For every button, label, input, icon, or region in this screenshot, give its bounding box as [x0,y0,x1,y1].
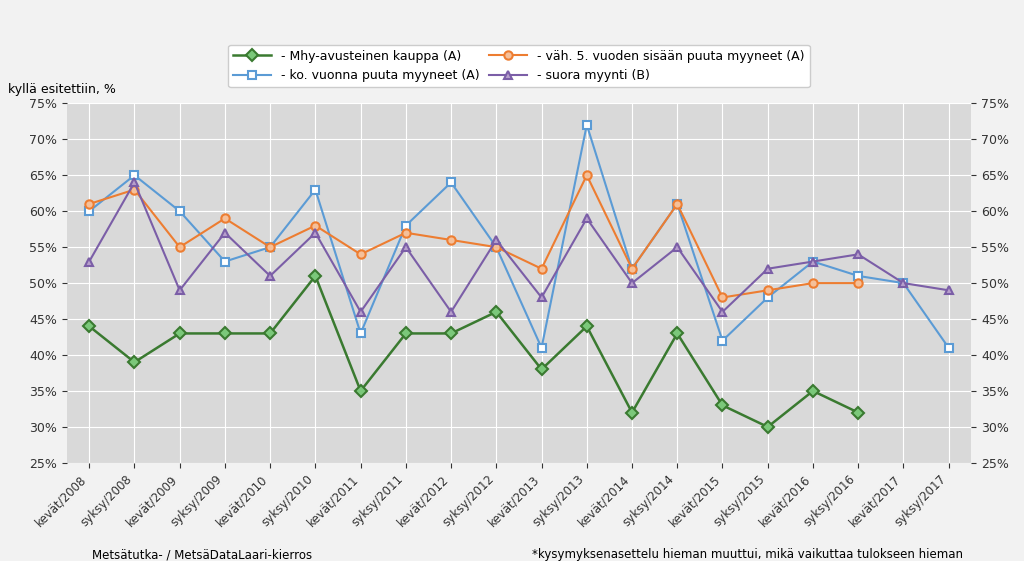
 - väh. 5. vuoden sisään puuta myyneet (A) [309,222,322,229]
Line:  - Mhy-avusteinen kauppa (A): - Mhy-avusteinen kauppa (A) [85,272,862,431]
 - suora myynti (B) [173,287,185,293]
 - väh. 5. vuoden sisään puuta myyneet (A) [536,265,548,272]
 - suora myynti (B) [852,251,864,257]
 - suora myynti (B) [490,237,503,243]
 - suora myynti (B) [581,215,593,222]
 - väh. 5. vuoden sisään puuta myyneet (A) [762,287,774,293]
 - suora myynti (B) [807,258,819,265]
 - ko. vuonna puuta myyneet (A) [399,222,412,229]
 - suora myynti (B) [897,280,909,287]
 - suora myynti (B) [83,258,95,265]
 - Mhy-avusteinen kauppa (A) [219,330,231,337]
 - suora myynti (B) [354,309,367,315]
 - Mhy-avusteinen kauppa (A) [762,424,774,430]
 - ko. vuonna puuta myyneet (A) [671,201,683,208]
 - Mhy-avusteinen kauppa (A) [309,273,322,279]
 - ko. vuonna puuta myyneet (A) [942,344,954,351]
 - väh. 5. vuoden sisään puuta myyneet (A) [264,244,276,251]
 - väh. 5. vuoden sisään puuta myyneet (A) [671,201,683,208]
 - ko. vuonna puuta myyneet (A) [581,122,593,128]
 - Mhy-avusteinen kauppa (A) [264,330,276,337]
 - suora myynti (B) [536,294,548,301]
Text: Metsätutka- / MetsäDataLaari-kierros: Metsätutka- / MetsäDataLaari-kierros [92,548,312,561]
 - suora myynti (B) [762,265,774,272]
 - Mhy-avusteinen kauppa (A) [354,388,367,394]
 - ko. vuonna puuta myyneet (A) [83,208,95,214]
Line:  - ko. vuonna puuta myyneet (A): - ko. vuonna puuta myyneet (A) [85,121,952,352]
 - ko. vuonna puuta myyneet (A) [354,330,367,337]
Legend:  - Mhy-avusteinen kauppa (A),  - ko. vuonna puuta myyneet (A),  - väh. 5. vuoden: - Mhy-avusteinen kauppa (A), - ko. vuonn… [228,45,810,87]
 - ko. vuonna puuta myyneet (A) [717,337,729,344]
 - ko. vuonna puuta myyneet (A) [762,294,774,301]
 - väh. 5. vuoden sisään puuta myyneet (A) [445,237,458,243]
 - Mhy-avusteinen kauppa (A) [399,330,412,337]
 - väh. 5. vuoden sisään puuta myyneet (A) [490,244,503,251]
 - väh. 5. vuoden sisään puuta myyneet (A) [219,215,231,222]
 - suora myynti (B) [942,287,954,293]
 - Mhy-avusteinen kauppa (A) [852,409,864,416]
 - ko. vuonna puuta myyneet (A) [897,280,909,287]
 - suora myynti (B) [671,244,683,251]
 - väh. 5. vuoden sisään puuta myyneet (A) [354,251,367,257]
 - väh. 5. vuoden sisään puuta myyneet (A) [399,229,412,236]
 - Mhy-avusteinen kauppa (A) [807,388,819,394]
 - suora myynti (B) [399,244,412,251]
 - Mhy-avusteinen kauppa (A) [445,330,458,337]
 - Mhy-avusteinen kauppa (A) [626,409,638,416]
 - Mhy-avusteinen kauppa (A) [173,330,185,337]
Line:  - suora myynti (B): - suora myynti (B) [85,178,952,316]
 - Mhy-avusteinen kauppa (A) [671,330,683,337]
 - ko. vuonna puuta myyneet (A) [626,265,638,272]
 - väh. 5. vuoden sisään puuta myyneet (A) [173,244,185,251]
 - ko. vuonna puuta myyneet (A) [807,258,819,265]
 - suora myynti (B) [309,229,322,236]
 - suora myynti (B) [717,309,729,315]
Y-axis label: kyllä esitettiin, %: kyllä esitettiin, % [8,83,116,96]
 - ko. vuonna puuta myyneet (A) [128,172,140,178]
 - Mhy-avusteinen kauppa (A) [128,359,140,366]
 - suora myynti (B) [626,280,638,287]
 - suora myynti (B) [445,309,458,315]
Text: *kysymyksenasettelu hieman muuttui, mikä vaikuttaa tulokseen hieman: *kysymyksenasettelu hieman muuttui, mikä… [532,548,964,561]
 - väh. 5. vuoden sisään puuta myyneet (A) [626,265,638,272]
 - väh. 5. vuoden sisään puuta myyneet (A) [807,280,819,287]
 - Mhy-avusteinen kauppa (A) [717,402,729,409]
 - Mhy-avusteinen kauppa (A) [490,309,503,315]
 - ko. vuonna puuta myyneet (A) [490,244,503,251]
 - ko. vuonna puuta myyneet (A) [219,258,231,265]
Line:  - väh. 5. vuoden sisään puuta myyneet (A): - väh. 5. vuoden sisään puuta myyneet (A… [85,171,862,302]
 - väh. 5. vuoden sisään puuta myyneet (A) [83,201,95,208]
 - väh. 5. vuoden sisään puuta myyneet (A) [581,172,593,178]
 - väh. 5. vuoden sisään puuta myyneet (A) [128,186,140,193]
 - ko. vuonna puuta myyneet (A) [852,273,864,279]
 - suora myynti (B) [264,273,276,279]
 - väh. 5. vuoden sisään puuta myyneet (A) [852,280,864,287]
 - ko. vuonna puuta myyneet (A) [264,244,276,251]
 - ko. vuonna puuta myyneet (A) [536,344,548,351]
 - ko. vuonna puuta myyneet (A) [445,179,458,186]
 - Mhy-avusteinen kauppa (A) [536,366,548,373]
 - Mhy-avusteinen kauppa (A) [581,323,593,330]
 - suora myynti (B) [219,229,231,236]
 - Mhy-avusteinen kauppa (A) [83,323,95,330]
 - väh. 5. vuoden sisään puuta myyneet (A) [717,294,729,301]
 - ko. vuonna puuta myyneet (A) [173,208,185,214]
 - suora myynti (B) [128,179,140,186]
 - ko. vuonna puuta myyneet (A) [309,186,322,193]
